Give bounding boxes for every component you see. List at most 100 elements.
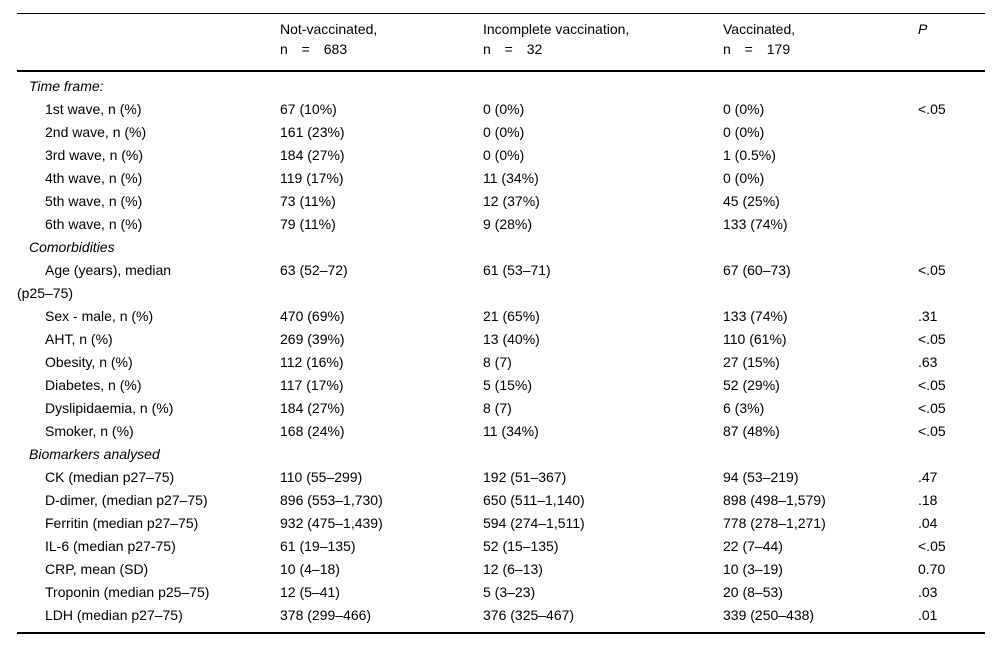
row-label: Obesity, n (%) bbox=[45, 354, 133, 370]
row-label-cell: 1st wave, n (%) bbox=[17, 98, 280, 121]
value-cell: 161 (23%) bbox=[280, 124, 345, 140]
value-cell: 12 (5–41) bbox=[280, 584, 340, 600]
table-row: Ferritin (median p27–75) 932 (475–1,439) 5… bbox=[17, 512, 985, 535]
col-header-n: n = 179 bbox=[723, 41, 791, 57]
table-row: 3rd wave, n (%) 184 (27%) 0 (0%) 1 (0.5%) bbox=[17, 144, 985, 167]
value-cell: 9 (28%) bbox=[483, 216, 533, 232]
value-cell: 0 (0%) bbox=[483, 147, 525, 163]
table-body: Time frame: 1st wave, n (%) 67 (10%) 0 (0%)… bbox=[17, 71, 985, 633]
p-value-cell: 0.70 bbox=[918, 561, 946, 577]
row-label: AHT, n (%) bbox=[45, 331, 113, 347]
value-cell: 110 (55–299) bbox=[280, 469, 363, 485]
section-row: Biomarkers analysed bbox=[17, 443, 985, 466]
col-header-title: Not-vaccinated, bbox=[280, 21, 378, 37]
table-row: Obesity, n (%) 112 (16%) 8 (7) 27 (15%) .63 bbox=[17, 351, 985, 374]
value-cell: 932 (475–1,439) bbox=[280, 515, 383, 531]
table-row: Dyslipidaemia, n (%) 184 (27%) 8 (7) 6 (3%)… bbox=[17, 397, 985, 420]
value-cell: 778 (278–1,271) bbox=[723, 515, 826, 531]
row-label: Sex - male, n (%) bbox=[45, 308, 154, 324]
value-cell: 8 (7) bbox=[483, 400, 512, 416]
table-row: 6th wave, n (%) 79 (11%) 9 (28%) 133 (74%) bbox=[17, 213, 985, 236]
value-cell: 470 (69%) bbox=[280, 308, 345, 324]
row-label-cell: Obesity, n (%) bbox=[17, 351, 280, 374]
row-label-cell: CRP, mean (SD) bbox=[17, 558, 280, 581]
value-cell: 79 (11%) bbox=[280, 216, 336, 232]
p-value-cell bbox=[918, 144, 985, 167]
table-row: Troponin (median p25–75) 12 (5–41) 5 (3–23… bbox=[17, 581, 985, 604]
p-value-cell: <.05 bbox=[918, 400, 946, 416]
p-value-cell: <.05 bbox=[918, 101, 946, 117]
value-cell: 0 (0%) bbox=[723, 170, 765, 186]
value-cell: 896 (553–1,730) bbox=[280, 492, 383, 508]
p-value-cell: .01 bbox=[918, 607, 938, 623]
row-label-cell: LDH (median p27–75) bbox=[17, 604, 280, 633]
table-row: LDH (median p27–75) 378 (299–466) 376 (325… bbox=[17, 604, 985, 633]
value-cell: 0 (0%) bbox=[723, 101, 765, 117]
table-row: Age (years), median (p25–75) 63 (52–72) 61 … bbox=[17, 259, 985, 305]
row-label: IL-6 (median p27-75) bbox=[45, 538, 176, 554]
row-label-cell: 2nd wave, n (%) bbox=[17, 121, 280, 144]
value-cell: 112 (16%) bbox=[280, 354, 344, 370]
value-cell: 110 (61%) bbox=[723, 331, 787, 347]
row-label: LDH (median p27–75) bbox=[45, 607, 183, 623]
value-cell: 11 (34%) bbox=[483, 423, 539, 439]
row-label-cell: 6th wave, n (%) bbox=[17, 213, 280, 236]
row-label: 6th wave, n (%) bbox=[45, 216, 143, 232]
row-label: D-dimer, (median p27–75) bbox=[45, 492, 208, 508]
value-cell: 8 (7) bbox=[483, 354, 512, 370]
value-cell: 63 (52–72) bbox=[280, 262, 348, 278]
col-header-n: n = 683 bbox=[280, 41, 348, 57]
header-row: Not-vaccinated, n = 683 Incomplete vacci… bbox=[17, 13, 985, 72]
row-label: 5th wave, n (%) bbox=[45, 193, 143, 209]
p-value-cell bbox=[918, 167, 985, 190]
value-cell: 94 (53–219) bbox=[723, 469, 799, 485]
p-value-cell: .04 bbox=[918, 515, 938, 531]
value-cell: 192 (51–367) bbox=[483, 469, 567, 485]
value-cell: 0 (0%) bbox=[483, 124, 525, 140]
p-value-cell bbox=[918, 121, 985, 144]
p-value-cell: <.05 bbox=[918, 538, 946, 554]
row-label: CK (median p27–75) bbox=[45, 469, 175, 485]
value-cell: 21 (65%) bbox=[483, 308, 540, 324]
row-label-cell: Sex - male, n (%) bbox=[17, 305, 280, 328]
value-cell: 133 (74%) bbox=[723, 216, 788, 232]
value-cell: 650 (511–1,140) bbox=[483, 492, 585, 508]
value-cell: 0 (0%) bbox=[723, 124, 765, 140]
empty-header-cell bbox=[17, 13, 280, 72]
page: Not-vaccinated, n = 683 Incomplete vacci… bbox=[0, 13, 1000, 654]
row-label-cell: 5th wave, n (%) bbox=[17, 190, 280, 213]
table-row: 5th wave, n (%) 73 (11%) 12 (37%) 45 (25%) bbox=[17, 190, 985, 213]
col-header-vaccinated: Vaccinated, n = 179 bbox=[723, 13, 918, 72]
row-label-cell: Ferritin (median p27–75) bbox=[17, 512, 280, 535]
value-cell: 5 (3–23) bbox=[483, 584, 536, 600]
value-cell: 27 (15%) bbox=[723, 354, 780, 370]
value-cell: 10 (3–19) bbox=[723, 561, 783, 577]
value-cell: 5 (15%) bbox=[483, 377, 533, 393]
row-label-cell: CK (median p27–75) bbox=[17, 466, 280, 489]
table-row: D-dimer, (median p27–75) 896 (553–1,730) 6… bbox=[17, 489, 985, 512]
value-cell: 168 (24%) bbox=[280, 423, 345, 439]
p-value-cell: <.05 bbox=[918, 262, 946, 278]
row-label-cell: Dyslipidaemia, n (%) bbox=[17, 397, 280, 420]
value-cell: 13 (40%) bbox=[483, 331, 540, 347]
p-value-cell: .47 bbox=[918, 469, 938, 485]
row-label-cell: IL-6 (median p27-75) bbox=[17, 535, 280, 558]
row-label: Diabetes, n (%) bbox=[45, 377, 142, 393]
table-row: IL-6 (median p27-75) 61 (19–135) 52 (15–13… bbox=[17, 535, 985, 558]
value-cell: 6 (3%) bbox=[723, 400, 765, 416]
value-cell: 67 (60–73) bbox=[723, 262, 791, 278]
value-cell: 22 (7–44) bbox=[723, 538, 783, 554]
value-cell: 11 (34%) bbox=[483, 170, 539, 186]
value-cell: 898 (498–1,579) bbox=[723, 492, 826, 508]
value-cell: 376 (325–467) bbox=[483, 607, 575, 623]
section-label: Time frame: bbox=[29, 78, 104, 94]
value-cell: 378 (299–466) bbox=[280, 607, 372, 623]
row-label: 2nd wave, n (%) bbox=[45, 124, 147, 140]
value-cell: 117 (17%) bbox=[280, 377, 344, 393]
row-label-cell: Smoker, n (%) bbox=[17, 420, 280, 443]
row-label-cell: 3rd wave, n (%) bbox=[17, 144, 280, 167]
row-label-cell: Troponin (median p25–75) bbox=[17, 581, 280, 604]
p-value-cell: <.05 bbox=[918, 423, 946, 439]
value-cell: 0 (0%) bbox=[483, 101, 525, 117]
value-cell: 73 (11%) bbox=[280, 193, 336, 209]
